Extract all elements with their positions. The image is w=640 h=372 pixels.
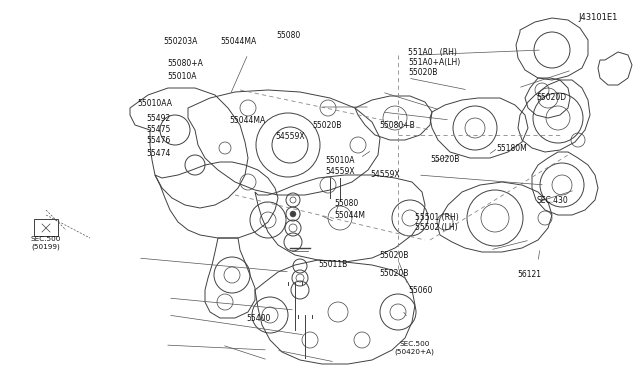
- Text: 55080+B: 55080+B: [379, 121, 415, 130]
- Text: 551A0   (RH)
551A0+A(LH): 551A0 (RH) 551A0+A(LH): [408, 48, 461, 67]
- Text: 55020B: 55020B: [312, 121, 342, 130]
- Text: J43101E1: J43101E1: [578, 13, 618, 22]
- Text: 55080: 55080: [334, 199, 358, 208]
- Text: 56121: 56121: [517, 270, 541, 279]
- Text: 55011B: 55011B: [319, 260, 348, 269]
- Text: 550203A: 550203A: [163, 37, 198, 46]
- Text: 55020B: 55020B: [408, 68, 438, 77]
- Text: 55080: 55080: [276, 31, 301, 40]
- Text: 55180M: 55180M: [496, 144, 527, 153]
- Text: 55080+A: 55080+A: [168, 60, 204, 68]
- Text: 55020D: 55020D: [536, 93, 566, 102]
- Text: 55492: 55492: [146, 114, 170, 123]
- Text: 55475: 55475: [146, 125, 170, 134]
- Text: 54559X: 54559X: [370, 170, 399, 179]
- Text: 54559X: 54559X: [275, 132, 305, 141]
- Text: SEC.500
(50420+A): SEC.500 (50420+A): [395, 341, 435, 355]
- Text: 55476: 55476: [146, 136, 170, 145]
- Circle shape: [290, 211, 296, 217]
- Text: 55044M: 55044M: [334, 211, 365, 219]
- Text: 55400: 55400: [246, 314, 271, 323]
- Text: 55060: 55060: [408, 286, 433, 295]
- Text: 55020B: 55020B: [430, 155, 460, 164]
- Text: 55501 (RH)
55502 (LH): 55501 (RH) 55502 (LH): [415, 213, 458, 232]
- Text: 54559X: 54559X: [325, 167, 355, 176]
- Text: 55474: 55474: [146, 149, 170, 158]
- Text: 55010AA: 55010AA: [138, 99, 173, 108]
- Text: 55010A: 55010A: [325, 156, 355, 165]
- Text: 55010A: 55010A: [168, 72, 197, 81]
- Text: 55020B: 55020B: [379, 269, 408, 278]
- Text: SEC.500
(50199): SEC.500 (50199): [31, 236, 61, 250]
- Text: SEC.430: SEC.430: [536, 196, 568, 205]
- Text: 55020B: 55020B: [379, 251, 408, 260]
- Text: 55044MA: 55044MA: [221, 37, 257, 46]
- Text: 55044MA: 55044MA: [229, 116, 266, 125]
